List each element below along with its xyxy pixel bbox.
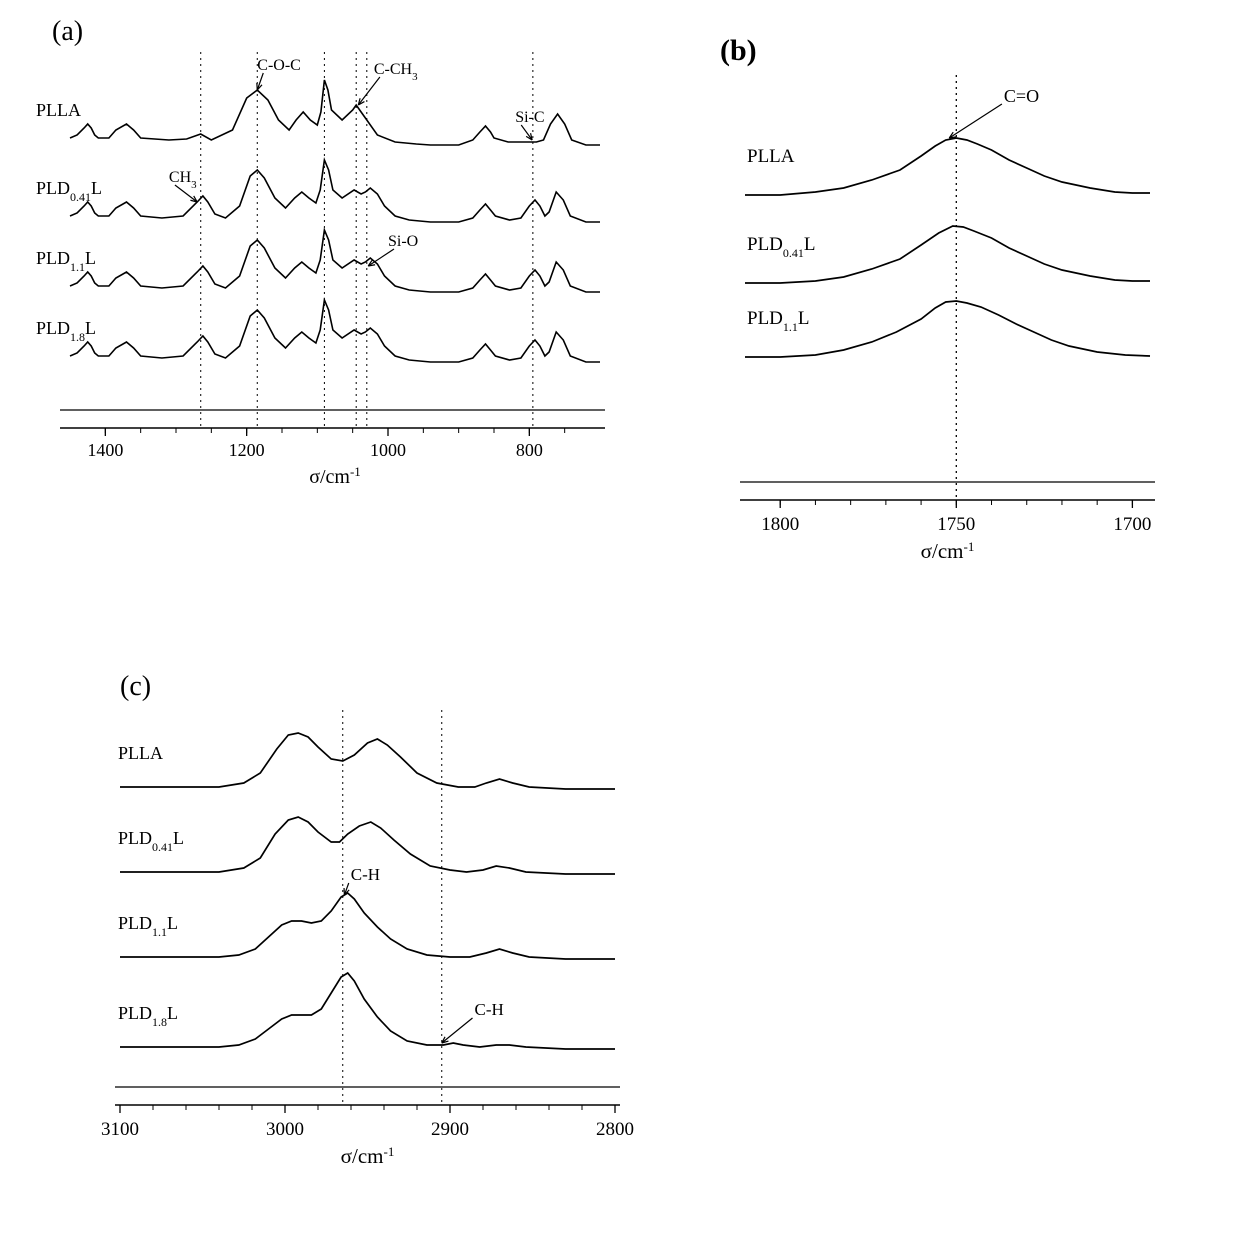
spectrum-curve <box>120 973 615 1049</box>
x-tick-label: 2800 <box>596 1119 634 1140</box>
x-tick-label: 2900 <box>431 1119 469 1140</box>
x-tick-label: 1750 <box>937 514 975 535</box>
panel-c-svg: (c) PLLA PLD0.41L PLD1.1L PLD1.8L C-H C-H 3100 3… <box>60 660 650 1200</box>
x-tick-label: 3000 <box>266 1119 304 1140</box>
x-tick-label: 1700 <box>1113 514 1151 535</box>
x-axis-label: σ/cm-1 <box>309 464 361 489</box>
spectrum-curve <box>70 160 600 222</box>
series-label: PLD1.8L <box>36 318 96 344</box>
peak-annotation: C-CH3 <box>374 61 418 83</box>
panel-a: (a) PLLA PLD0.41L PLD1.1L PLD1.8L C-O-C C-CH3 S… <box>30 10 620 510</box>
series-label: PLLA <box>747 146 795 167</box>
peak-annotation: C-O-C <box>257 57 301 74</box>
series-label: PLD0.41L <box>36 178 102 204</box>
x-tick-label: 1200 <box>229 440 265 460</box>
series-label: PLD1.8L <box>118 1003 178 1029</box>
x-axis-label: σ/cm-1 <box>921 539 975 564</box>
peak-annotation: C-H <box>351 865 380 884</box>
x-tick-label: 1400 <box>87 440 123 460</box>
x-axis-label: σ/cm-1 <box>341 1144 395 1169</box>
x-tick-label: 1800 <box>761 514 799 535</box>
panel-b-label: (b) <box>720 34 757 67</box>
spectrum-curve <box>70 300 600 362</box>
x-tick-label: 3100 <box>101 1119 139 1140</box>
spectrum-curve <box>120 893 615 959</box>
spectrum-curve <box>70 230 600 292</box>
panel-b: (b) PLLA PLD0.41L PLD1.1L C=O 1800 1750 1700 σ/c… <box>690 20 1190 610</box>
panel-a-label: (a) <box>52 16 83 47</box>
panel-a-svg: (a) PLLA PLD0.41L PLD1.1L PLD1.8L C-O-C C-CH3 S… <box>30 10 620 510</box>
series-label: PLD0.41L <box>118 828 184 854</box>
series-label: PLD0.41L <box>747 234 816 260</box>
peak-annotation: Si-O <box>388 233 418 250</box>
series-label: PLD1.1L <box>747 308 810 334</box>
panel-c-label: (c) <box>120 671 151 702</box>
series-label: PLD1.1L <box>36 248 96 274</box>
spectrum-curve <box>120 733 615 789</box>
peak-annotation: CH3 <box>169 169 197 191</box>
panel-b-svg: (b) PLLA PLD0.41L PLD1.1L C=O 1800 1750 1700 σ/c… <box>690 20 1190 610</box>
peak-annotation: C=O <box>1004 86 1039 106</box>
series-label: PLD1.1L <box>118 913 178 939</box>
x-tick-label: 1000 <box>370 440 406 460</box>
x-tick-label: 800 <box>516 440 543 460</box>
peak-annotation: Si-C <box>515 109 544 126</box>
spectrum-curve <box>745 138 1150 195</box>
peak-annotation: C-H <box>475 1000 504 1019</box>
series-label: PLLA <box>36 100 81 120</box>
panel-c: (c) PLLA PLD0.41L PLD1.1L PLD1.8L C-H C-H 3100 3… <box>60 660 650 1200</box>
series-label: PLLA <box>118 743 163 763</box>
